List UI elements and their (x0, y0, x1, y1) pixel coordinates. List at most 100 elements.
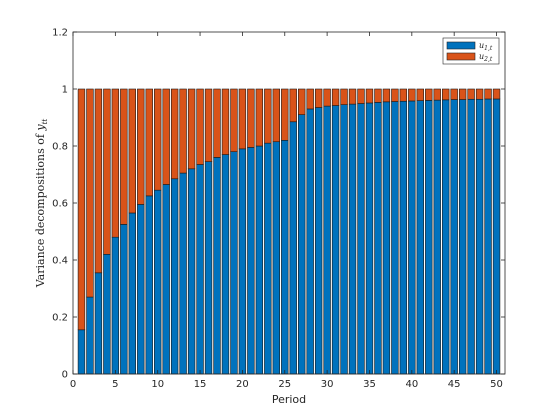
bar-u2-period-41 (416, 88, 424, 101)
bar-u1-period-14 (187, 168, 196, 375)
bar-u2-period-29 (314, 88, 323, 108)
bar-u2-period-37 (382, 88, 391, 103)
x-tick-label: 50 (490, 379, 503, 390)
bar-u2-period-22 (255, 88, 264, 147)
bar-u1-period-19 (230, 151, 238, 375)
bar-u1-period-43 (433, 99, 441, 375)
bar-u1-period-3 (94, 272, 103, 375)
bar-group (77, 88, 501, 375)
bar-u2-period-44 (442, 88, 450, 101)
bar-u2-period-13 (179, 88, 187, 174)
y-axis-label-sub: tt (41, 119, 49, 125)
bar-u1-period-17 (213, 157, 221, 375)
x-tick-label: 0 (70, 379, 76, 390)
bar-u1-period-33 (348, 103, 357, 375)
y-tick-label: 1 (62, 85, 68, 96)
bar-u1-period-36 (374, 102, 382, 375)
legend-entry-u2-main: u (479, 52, 484, 61)
bar-u2-period-8 (137, 88, 145, 205)
bar-u1-period-10 (154, 189, 162, 375)
bar-u2-period-39 (399, 88, 408, 102)
y-tick-label: 0.4 (52, 256, 68, 267)
legend-entry-u1-sub: 1,t (484, 45, 493, 52)
bar-u1-period-4 (103, 254, 111, 375)
bar-u1-period-29 (314, 107, 323, 375)
y-tick-label: 0.8 (52, 142, 68, 153)
bar-u1-period-12 (170, 178, 179, 375)
bar-u1-period-28 (306, 108, 314, 375)
bar-u1-period-47 (467, 98, 475, 375)
bar-u1-period-20 (238, 148, 247, 375)
bar-u2-period-19 (230, 88, 238, 153)
bar-u2-period-15 (196, 88, 204, 165)
legend-entry-u1: u1,t (479, 41, 493, 52)
bar-u1-period-13 (179, 172, 187, 375)
bar-u1-period-31 (331, 105, 340, 375)
bar-u2-period-7 (128, 88, 136, 214)
bar-u2-period-12 (170, 88, 179, 180)
bar-u1-period-44 (442, 99, 450, 375)
bar-u2-period-38 (391, 88, 399, 102)
y-tick-label: 0 (62, 370, 68, 381)
bar-u2-period-31 (331, 88, 340, 106)
bar-u2-period-34 (357, 88, 365, 104)
bar-u2-period-32 (340, 88, 348, 105)
bar-u1-period-48 (475, 98, 484, 375)
x-tick-label: 10 (151, 379, 164, 390)
bar-u1-period-11 (162, 184, 170, 375)
bar-u2-period-9 (145, 88, 153, 197)
y-axis-label: Variance decompositions of ytt (34, 119, 49, 289)
bar-u1-period-26 (289, 121, 297, 375)
bar-u2-period-18 (221, 88, 230, 155)
bar-u1-period-49 (484, 98, 492, 375)
y-axis-label-var: y (34, 124, 47, 132)
bar-u2-period-21 (247, 88, 255, 148)
bar-u1-period-16 (204, 161, 213, 375)
bar-u1-period-41 (416, 100, 424, 375)
bar-u2-period-47 (467, 88, 475, 100)
bar-u1-period-24 (272, 141, 280, 375)
y-tick-label: 0.6 (52, 199, 68, 210)
bar-u1-period-50 (492, 98, 501, 375)
bar-u2-period-43 (433, 88, 441, 101)
bar-u2-period-24 (272, 88, 280, 143)
legend: u1,t u2,t (442, 37, 500, 65)
bar-u2-period-4 (103, 88, 111, 255)
bar-u2-period-6 (120, 88, 128, 225)
bar-u2-period-20 (238, 88, 247, 150)
bar-u1-period-39 (399, 100, 408, 375)
bar-u2-period-11 (162, 88, 170, 185)
bar-u1-period-42 (425, 100, 433, 375)
bar-u1-period-21 (247, 147, 255, 375)
bar-u2-period-36 (374, 88, 382, 103)
y-tick-label: 1.2 (52, 28, 68, 39)
y-tick-label: 0.2 (52, 313, 68, 324)
legend-entry-u2: u2,t (479, 52, 493, 63)
y-axis-label-main: Variance decompositions of (34, 131, 47, 289)
bar-u2-period-45 (450, 88, 458, 100)
legend-swatch-u2 (446, 52, 476, 61)
legend-swatch-u1 (446, 41, 476, 50)
bar-u2-period-42 (425, 88, 433, 101)
bar-u1-period-35 (365, 102, 374, 375)
bar-u2-period-3 (94, 88, 103, 274)
bar-u2-period-16 (204, 88, 213, 162)
bar-u2-period-27 (298, 88, 306, 115)
bar-u2-period-1 (77, 88, 86, 331)
bar-u2-period-26 (289, 88, 297, 123)
x-axis-label: Period (272, 393, 306, 406)
bar-u1-period-15 (196, 164, 204, 375)
bar-u1-period-7 (128, 212, 136, 375)
bar-u1-period-37 (382, 101, 391, 375)
bar-u2-period-50 (492, 88, 501, 100)
bar-u1-period-22 (255, 145, 264, 375)
bar-u1-period-23 (264, 142, 272, 375)
plot-area (73, 32, 505, 374)
bar-u1-period-38 (391, 101, 399, 375)
y-axis-ticks: 0 0.2 0.4 0.6 0.8 1 1.2 (52, 28, 505, 381)
bar-u1-period-5 (111, 236, 120, 375)
bar-u2-period-46 (458, 88, 467, 100)
bar-u1-period-18 (221, 154, 230, 375)
